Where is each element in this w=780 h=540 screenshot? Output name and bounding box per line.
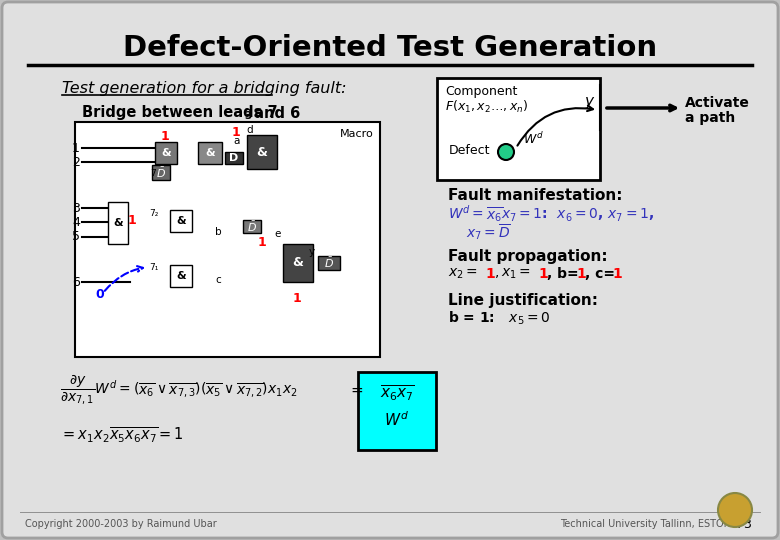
Text: &: & <box>161 148 171 158</box>
Text: 1: 1 <box>161 131 169 144</box>
Bar <box>75 122 380 357</box>
Text: e: e <box>275 229 281 239</box>
Text: $\bar{D}$: $\bar{D}$ <box>156 165 166 180</box>
Text: Fault manifestation:: Fault manifestation: <box>448 187 622 202</box>
Text: 0: 0 <box>96 288 105 301</box>
Text: 1: 1 <box>128 213 136 226</box>
Text: Macro: Macro <box>340 129 374 139</box>
Text: $W^d = \overline{x_6}x_7=1$:  $x_6=0$, $x_7=1$,: $W^d = \overline{x_6}x_7=1$: $x_6=0$, $x… <box>448 204 654 225</box>
Bar <box>155 142 177 164</box>
Text: 3: 3 <box>72 201 80 214</box>
Text: 73: 73 <box>736 517 752 530</box>
Text: 1: 1 <box>485 267 495 281</box>
Text: 1: 1 <box>612 267 622 281</box>
Text: &: & <box>292 256 303 269</box>
Text: 2: 2 <box>72 156 80 168</box>
Bar <box>437 78 600 180</box>
Circle shape <box>718 493 752 527</box>
Bar <box>318 256 340 270</box>
Text: 7₂: 7₂ <box>149 208 158 218</box>
Circle shape <box>498 144 514 160</box>
Text: &: & <box>113 218 122 228</box>
Text: $\bar{D}$: $\bar{D}$ <box>247 219 257 234</box>
Text: Defect: Defect <box>449 144 491 157</box>
Text: $W^d$: $W^d$ <box>385 410 410 429</box>
Text: and 6: and 6 <box>249 105 300 120</box>
Text: Component: Component <box>445 84 517 98</box>
Text: &: & <box>205 148 215 158</box>
Text: $, x_1=$: $, x_1=$ <box>494 267 530 281</box>
Text: Bridge between leads 7: Bridge between leads 7 <box>82 105 278 120</box>
Text: 1: 1 <box>72 141 80 154</box>
Text: $y$: $y$ <box>584 95 596 111</box>
Text: Technical University Tallinn, ESTONIA: Technical University Tallinn, ESTONIA <box>560 519 740 529</box>
Text: 1: 1 <box>232 125 240 138</box>
Bar <box>225 152 243 164</box>
Bar <box>152 165 170 180</box>
Text: $\bar{D}$: $\bar{D}$ <box>324 256 334 270</box>
Text: &: & <box>257 145 268 159</box>
Bar <box>170 210 192 232</box>
Text: 6: 6 <box>72 275 80 288</box>
Bar <box>170 265 192 287</box>
Text: a: a <box>234 136 240 146</box>
Text: $\overline{x_6 x_7}$: $\overline{x_6 x_7}$ <box>380 383 414 403</box>
Bar <box>198 142 222 164</box>
Text: b: b <box>215 227 222 237</box>
Text: D: D <box>229 153 239 163</box>
Text: 1: 1 <box>538 267 548 281</box>
Bar <box>243 220 261 233</box>
Text: Test generation for a bridging fault:: Test generation for a bridging fault: <box>62 80 346 96</box>
Text: Activate: Activate <box>685 96 750 110</box>
Text: , c=: , c= <box>585 267 615 281</box>
Text: 1: 1 <box>257 235 267 248</box>
Text: , b=: , b= <box>547 267 579 281</box>
Text: a path: a path <box>685 111 736 125</box>
Text: 1: 1 <box>576 267 586 281</box>
Text: $\dfrac{\partial y}{\partial x_{7,1}}W^d = (\overline{x_6} \vee \overline{x_{7,3: $\dfrac{\partial y}{\partial x_{7,1}}W^d… <box>60 373 298 407</box>
Text: b = 1:   $x_5 = 0$: b = 1: $x_5 = 0$ <box>448 309 551 327</box>
Text: $W^d$: $W^d$ <box>523 131 544 147</box>
Text: 1: 1 <box>292 292 301 305</box>
Text: &: & <box>176 271 186 281</box>
Text: $= x_1 x_2 \overline{x_5 x_6 x_7} = 1$: $= x_1 x_2 \overline{x_5 x_6 x_7} = 1$ <box>60 425 184 445</box>
Text: y: y <box>309 247 315 257</box>
Bar <box>358 372 436 450</box>
Text: 7: 7 <box>150 168 156 178</box>
Text: 4: 4 <box>72 215 80 228</box>
Bar <box>108 202 128 244</box>
Text: $F(x_1, x_2\ldots, x_n)$: $F(x_1, x_2\ldots, x_n)$ <box>445 99 528 115</box>
Bar <box>283 244 313 282</box>
Text: d: d <box>246 125 254 135</box>
Text: 5: 5 <box>72 231 80 244</box>
Text: Copyright 2000-2003 by Raimund Ubar: Copyright 2000-2003 by Raimund Ubar <box>25 519 217 529</box>
Text: &: & <box>176 216 186 226</box>
Text: $x_7 = \overline{D}$: $x_7 = \overline{D}$ <box>466 222 511 242</box>
Text: 7₁: 7₁ <box>149 264 158 273</box>
Text: 3: 3 <box>244 111 251 121</box>
Text: Line justification:: Line justification: <box>448 293 598 307</box>
Text: c: c <box>215 275 221 285</box>
Text: Defect-Oriented Test Generation: Defect-Oriented Test Generation <box>123 34 657 62</box>
Text: Fault propagation:: Fault propagation: <box>448 248 608 264</box>
Text: =: = <box>350 382 363 397</box>
Bar <box>247 135 277 169</box>
Text: $x_2=$: $x_2=$ <box>448 267 478 281</box>
